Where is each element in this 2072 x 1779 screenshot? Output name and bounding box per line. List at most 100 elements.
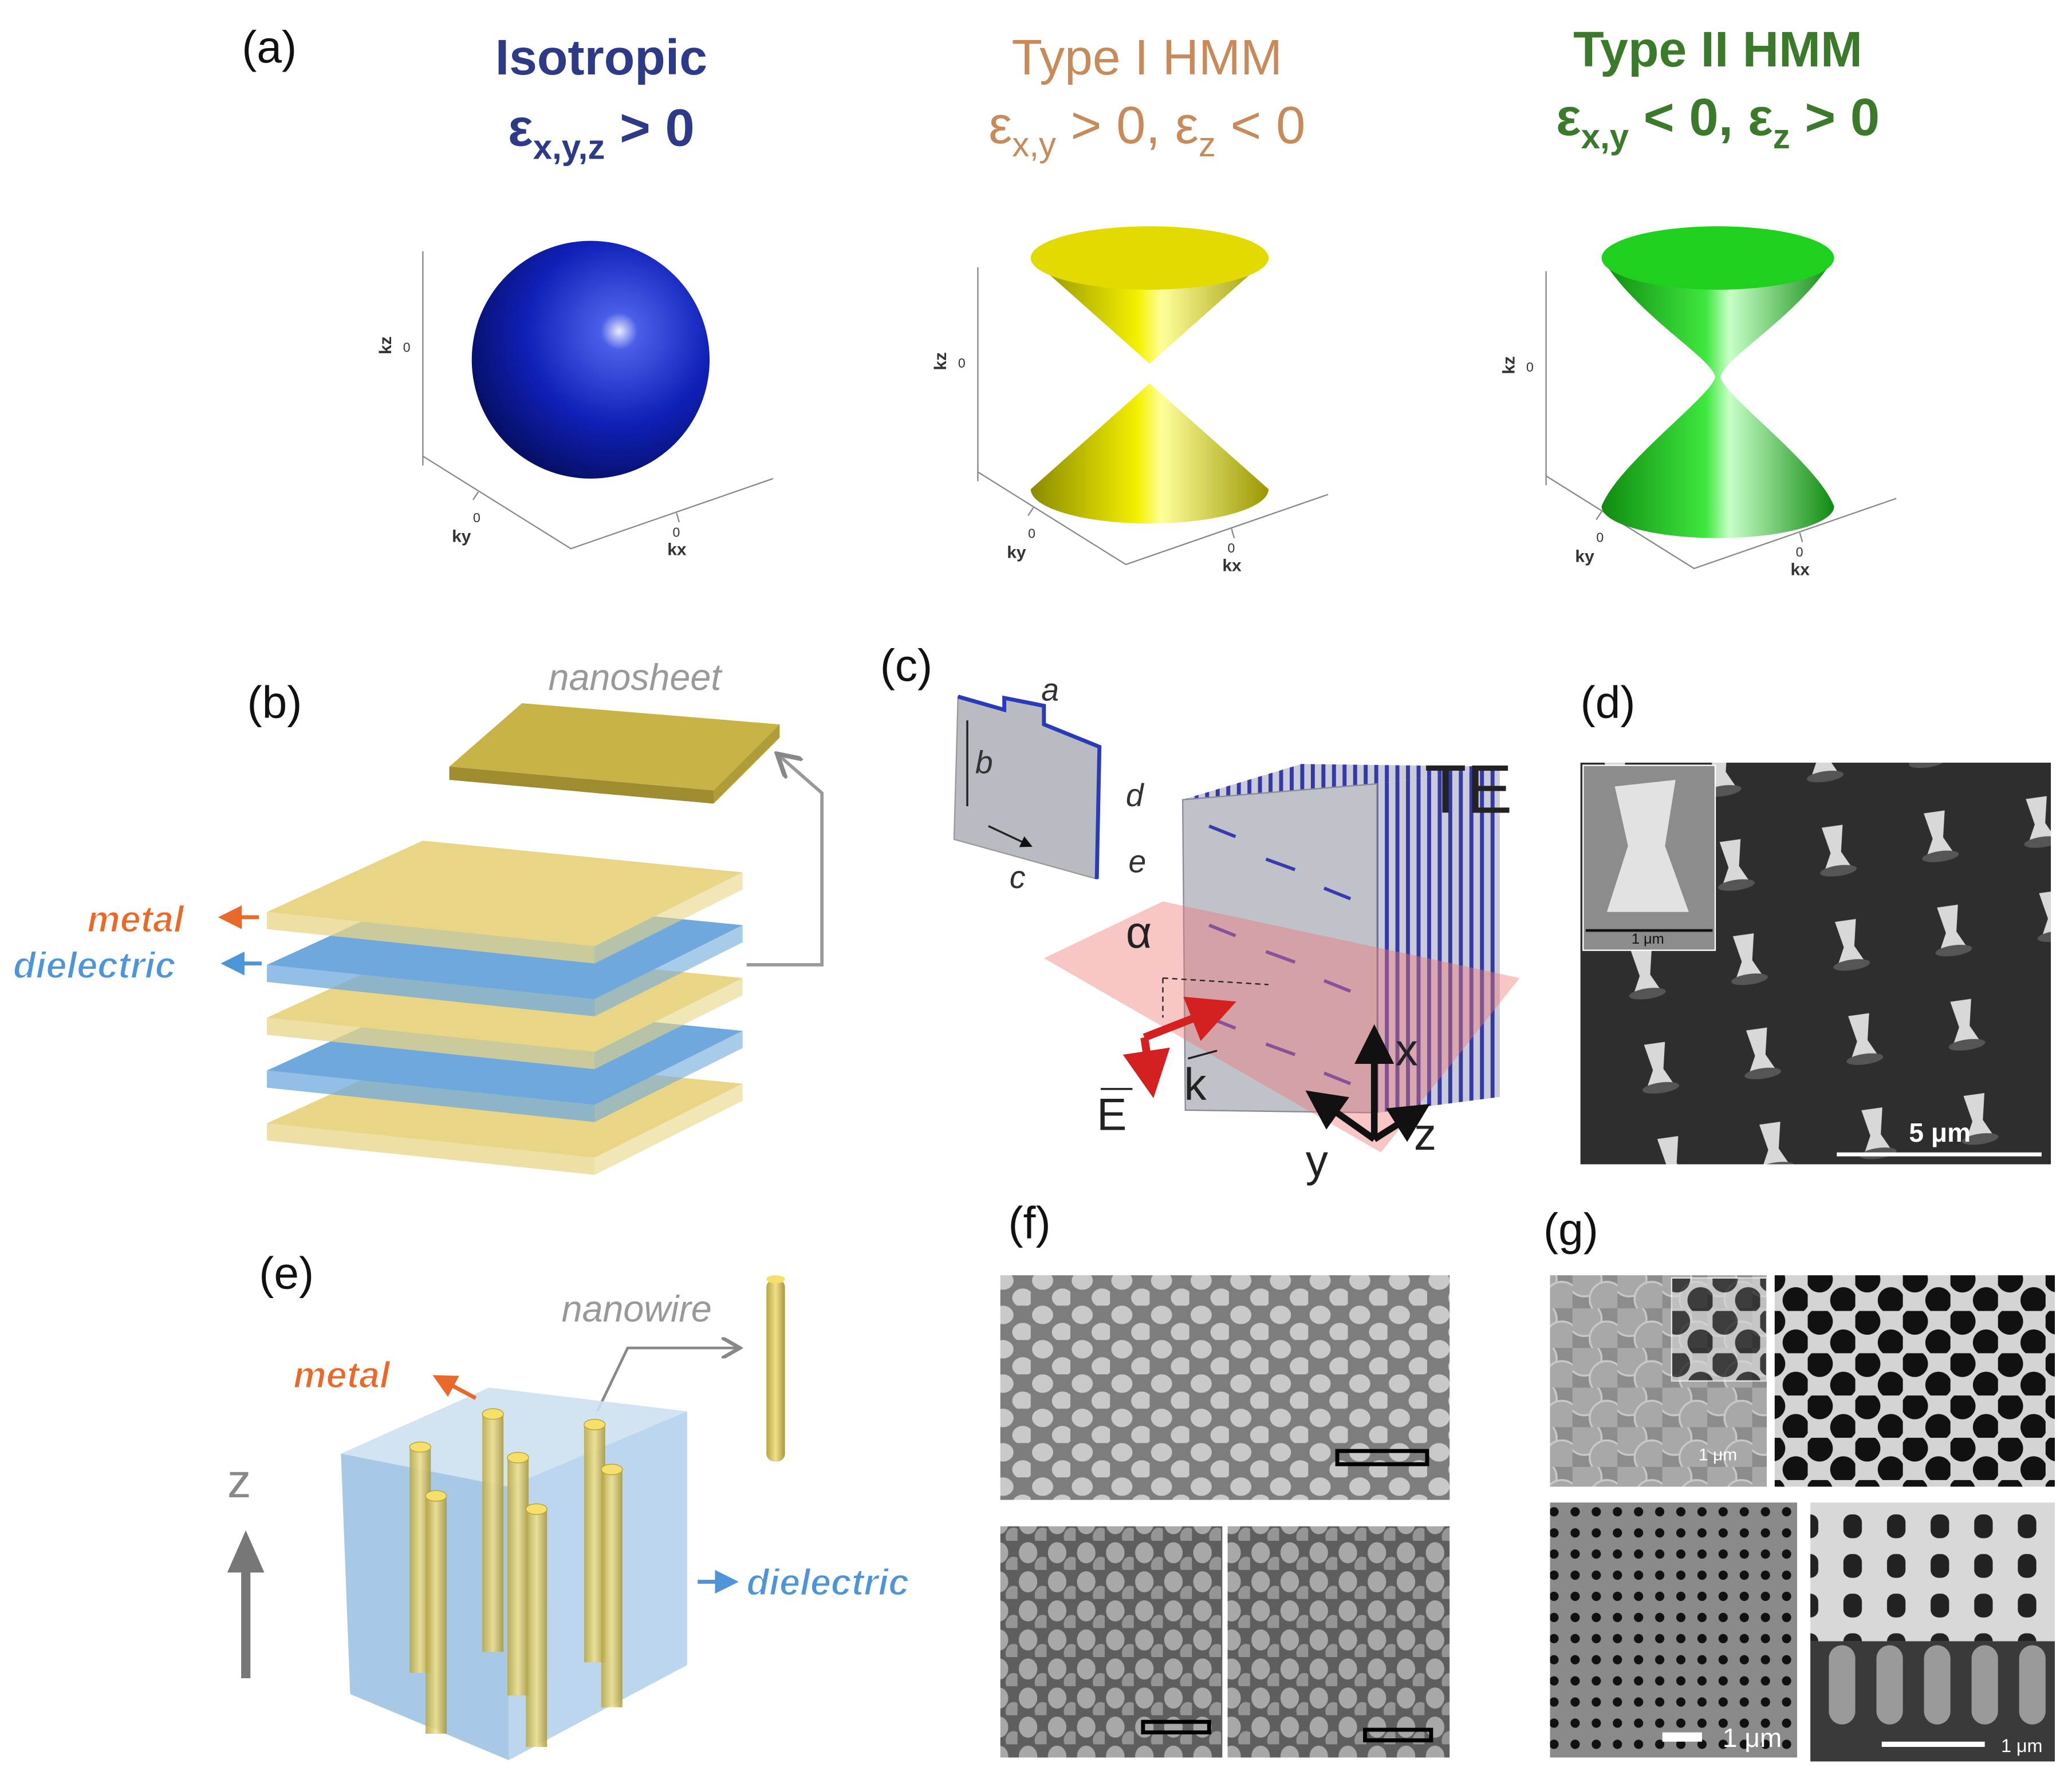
tick-label: 0 [1028, 526, 1035, 541]
graphic [1829, 1645, 1856, 1725]
surface-title: Isotropic [495, 29, 707, 85]
e-arrow [1122, 1036, 1170, 1098]
axis-label: z [1414, 1109, 1436, 1159]
label-nanosheet: nanosheet [549, 657, 723, 698]
nanosheet-side [713, 724, 780, 804]
condition: εx,y > 0, εz < 0 [988, 95, 1305, 164]
graphic [482, 1408, 504, 1652]
graphic [1606, 779, 1689, 912]
text-part: ε [988, 95, 1012, 155]
arrow [432, 1375, 477, 1400]
tick-label: 0 [403, 340, 411, 354]
graphic [953, 696, 1100, 880]
vector-arrow-mark [1101, 1050, 1218, 1090]
tick-label: 0 [1796, 545, 1803, 559]
text-part: ε [508, 97, 533, 157]
nanowire-array [341, 1387, 687, 1761]
hyperboloid-top [1601, 226, 1834, 290]
nanosheet [449, 703, 780, 791]
graphic [966, 720, 1031, 846]
scale-label: 1 μm [1699, 1445, 1737, 1464]
graphic [1585, 929, 1713, 932]
label-metal: metal [293, 1354, 391, 1395]
incidence-plane [1043, 901, 1520, 1153]
graphic [766, 1279, 785, 1462]
tick-label: 0 [1526, 360, 1534, 374]
titles-a: Isotropic εx,y,z > 0 Type I HMM εx,y > 0… [495, 21, 1880, 167]
arrow [746, 756, 824, 967]
condition: εx,y < 0, εz > 0 [1556, 87, 1880, 156]
axis-label: z [227, 1454, 251, 1508]
panel-label: (c) [880, 640, 932, 691]
scale-bar [1335, 1449, 1429, 1466]
sem-inset [1582, 764, 1716, 951]
graphic [1372, 1104, 1431, 1142]
graphic [1305, 1090, 1377, 1142]
text-part: > 0, [1056, 95, 1175, 155]
graphic: a b c d e [975, 672, 1146, 896]
tick-label: 0 [473, 510, 480, 525]
tick-label: 0 [1228, 541, 1235, 555]
field-label: E [1097, 1089, 1126, 1139]
surface-title: Type II HMM [1573, 21, 1862, 77]
graphic [1810, 1502, 2055, 1642]
sem-image [1550, 1502, 1798, 1758]
text-part: > 0 [605, 97, 694, 157]
graphic [766, 1275, 785, 1284]
wavevector-label: k [1184, 1059, 1207, 1109]
graphic [601, 1464, 623, 1708]
dim-label: c [1010, 859, 1026, 895]
condition: εx,y,z > 0 [508, 97, 695, 166]
panel-label: (a) [242, 22, 297, 72]
graphic [957, 695, 1102, 879]
sem-image [1810, 1502, 2055, 1762]
dim-label: e [1129, 844, 1147, 879]
axis-label: kx [667, 541, 687, 559]
label-metal: metal [87, 898, 185, 940]
axis-label: x [1396, 1024, 1418, 1075]
tick-label: 0 [672, 524, 680, 539]
scale-bar [1363, 1727, 1433, 1742]
cone [1030, 383, 1269, 524]
text-part: x,y [1012, 125, 1056, 164]
axis-label: kz [376, 336, 395, 354]
scale-bar [1141, 1719, 1211, 1735]
z-arrow-head [227, 1530, 265, 1573]
text-part: ε [1556, 87, 1581, 147]
axis-label: ky [1575, 547, 1594, 566]
tick-label: 0 [1596, 530, 1604, 545]
graphic [2019, 1645, 2046, 1725]
label-dielectric: dielectric [13, 945, 176, 986]
arrow [596, 1348, 738, 1412]
angle-label: α [1126, 907, 1152, 957]
graphic [1829, 1645, 2046, 1725]
graphic [1924, 1645, 1951, 1725]
panel-label: (f) [1009, 1198, 1051, 1248]
panel-label: (d) [1581, 677, 1636, 728]
k-arrow [1143, 996, 1236, 1042]
label-nanowire: nanowire [562, 1288, 712, 1330]
text-part: ε [1175, 95, 1199, 155]
sphere [471, 240, 710, 479]
nanowire [766, 1275, 785, 1462]
graphic [1876, 1645, 1903, 1725]
text-part: < 0 [1216, 95, 1306, 155]
panel-label: (g) [1543, 1204, 1598, 1255]
plot-type2: kz ky kx 0 0 0 [1499, 226, 1897, 579]
graphic [1971, 1645, 1998, 1725]
text-part: z [1773, 117, 1790, 156]
text-part: x,y [1581, 117, 1629, 156]
scale-bar [1881, 1741, 1985, 1748]
multilayer [267, 841, 743, 1175]
mode-label: TE [1424, 751, 1512, 828]
graphic [1377, 766, 1500, 1113]
text-part: x,y,z [533, 128, 605, 167]
graphic [507, 1451, 529, 1696]
label-dielectric: dielectric [747, 1562, 909, 1603]
graphic [1183, 764, 1500, 800]
scale-bar [1662, 1732, 1702, 1742]
graphic [425, 1490, 447, 1734]
text-part: > 0 [1790, 87, 1880, 147]
panel-label: (b) [247, 677, 302, 728]
